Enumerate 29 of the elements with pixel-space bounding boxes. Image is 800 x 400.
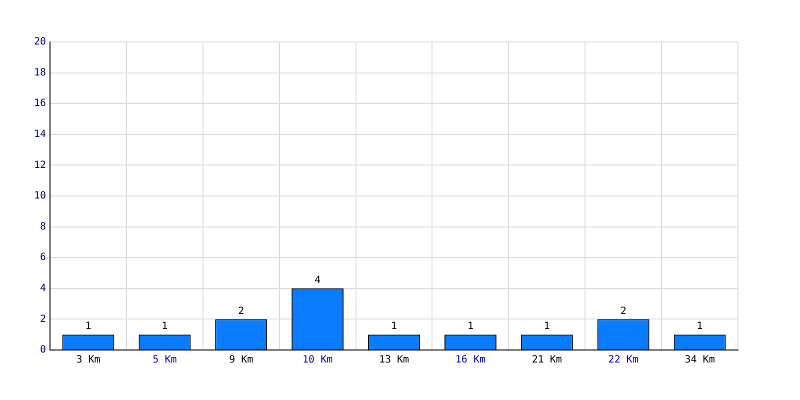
y-tick-label: 20 — [34, 36, 46, 48]
data-label: 4 — [314, 274, 321, 286]
x-tick-label: 5 Km — [152, 354, 177, 366]
y-tick-label: 16 — [34, 98, 46, 110]
y-tick-label: 4 — [40, 282, 46, 294]
x-tick-label: 21 Km — [532, 354, 562, 366]
y-tick-label: 10 — [34, 190, 46, 202]
x-tick-label: 22 Km — [608, 354, 638, 366]
x-tick-label: 16 Km — [455, 354, 486, 366]
y-tick-label: 14 — [34, 128, 46, 140]
data-label: 1 — [467, 321, 474, 332]
y-tick-label: 8 — [40, 221, 46, 232]
data-label: 1 — [391, 321, 398, 332]
y-tick-label: 2 — [40, 314, 46, 325]
data-label: 2 — [238, 306, 244, 317]
x-tick-label: 9 Km — [229, 354, 254, 366]
data-label: 1 — [162, 321, 168, 332]
x-tick-label: 10 Km — [302, 354, 333, 366]
y-tick-label: 12 — [34, 160, 46, 171]
x-tick-label: 13 Km — [378, 354, 410, 366]
y-tick-label: 6 — [40, 252, 46, 264]
y-tick-label: 18 — [34, 67, 46, 78]
data-label: 1 — [544, 321, 550, 332]
data-label: 2 — [620, 306, 626, 317]
data-label: 1 — [696, 321, 703, 332]
x-tick-label: 3 Km — [76, 354, 100, 366]
x-tick-label: 34 Km — [684, 354, 715, 366]
y-tick-label: 0 — [40, 344, 46, 356]
data-label: 1 — [85, 321, 92, 332]
